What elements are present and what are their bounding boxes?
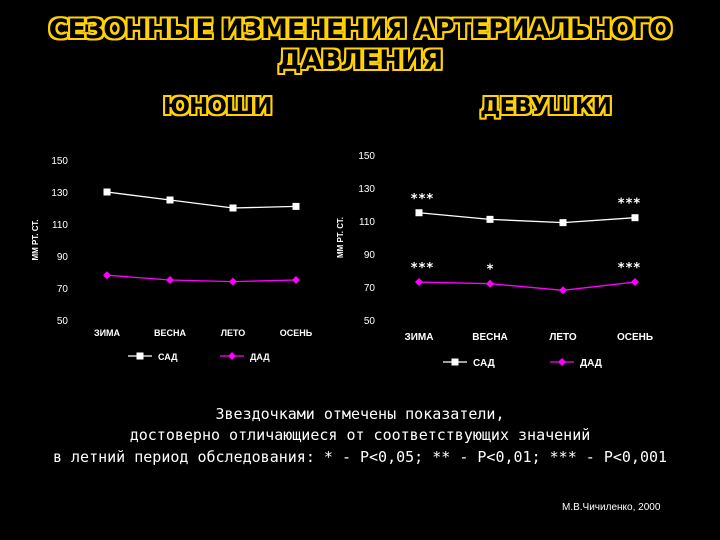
data-point-square (292, 202, 300, 210)
significance-marker: * (486, 263, 494, 278)
data-point-square (631, 214, 639, 222)
data-point-diamond (103, 271, 111, 280)
legend-label: САД (473, 358, 495, 369)
x-category-label: ОСЕНЬ (617, 332, 653, 343)
data-point-square (166, 196, 174, 204)
y-tick-label: 130 (358, 184, 375, 195)
y-axis-label: ММ РТ. СТ. (336, 217, 345, 258)
legend-label: САД (158, 352, 178, 362)
data-point-diamond (559, 286, 567, 295)
data-point-diamond (166, 276, 174, 284)
y-tick-label: 130 (51, 188, 68, 199)
x-category-label: ЗИМА (94, 328, 121, 338)
x-category-label: ЗИМА (404, 332, 433, 343)
series-line-САД (106, 191, 297, 209)
data-point-diamond (292, 276, 300, 284)
y-axis-label: ММ РТ. СТ. (31, 220, 40, 261)
x-category-label: ВЕСНА (472, 332, 508, 343)
data-point-square (229, 204, 237, 212)
data-point-square (103, 188, 111, 196)
data-point-diamond (486, 279, 494, 288)
y-tick-label: 150 (51, 156, 68, 167)
slide-title: СЕЗОННЫЕ ИЗМЕНЕНИЯ АРТЕРИАЛЬНОГО ДАВЛЕНИ… (48, 14, 672, 76)
series-line-ДАД (418, 281, 636, 291)
data-point-square (415, 209, 423, 217)
y-tick-label: 70 (57, 284, 69, 295)
data-point-square (559, 219, 567, 227)
legend-label: ДАД (580, 358, 602, 369)
legend-marker-square (136, 352, 144, 360)
group-label-girls: ДЕВУШКИ (480, 94, 612, 120)
y-tick-label: 50 (364, 316, 376, 327)
y-tick-label: 150 (358, 151, 375, 162)
significance-marker: *** (617, 197, 641, 212)
author-credit: М.В.Чичиленко, 2000 (562, 502, 661, 513)
series-line-САД (418, 212, 636, 224)
data-point-diamond (415, 278, 423, 287)
series-line-ДАД (106, 274, 297, 283)
note-line-2: достоверно отличающиеся от соответствующ… (129, 426, 591, 444)
significance-marker: *** (410, 192, 434, 207)
x-category-label: ЛЕТО (549, 332, 577, 343)
x-category-label: ЛЕТО (221, 328, 246, 338)
data-point-diamond (631, 278, 639, 287)
y-tick-label: 110 (52, 220, 68, 231)
y-tick-label: 70 (364, 283, 376, 294)
legend-marker-diamond (228, 352, 236, 360)
significance-marker: *** (617, 261, 641, 276)
legend-marker-square (451, 358, 459, 366)
x-category-label: ОСЕНЬ (280, 328, 313, 338)
data-point-square (486, 215, 494, 223)
y-tick-label: 90 (57, 252, 69, 263)
note-line-3: в летний период обследования: * - Р<0,05… (52, 448, 668, 466)
y-tick-label: 110 (359, 217, 375, 228)
y-tick-label: 90 (364, 250, 376, 261)
y-tick-label: 50 (57, 316, 69, 327)
legend-label: ДАД (250, 352, 270, 362)
group-label-boys: ЮНОШИ (163, 94, 272, 120)
significance-marker: *** (410, 261, 434, 276)
note-line-1: Звездочками отмечены показатели, (215, 405, 505, 423)
x-category-label: ВЕСНА (154, 328, 187, 338)
legend-marker-diamond (558, 358, 566, 366)
data-point-diamond (229, 277, 237, 286)
